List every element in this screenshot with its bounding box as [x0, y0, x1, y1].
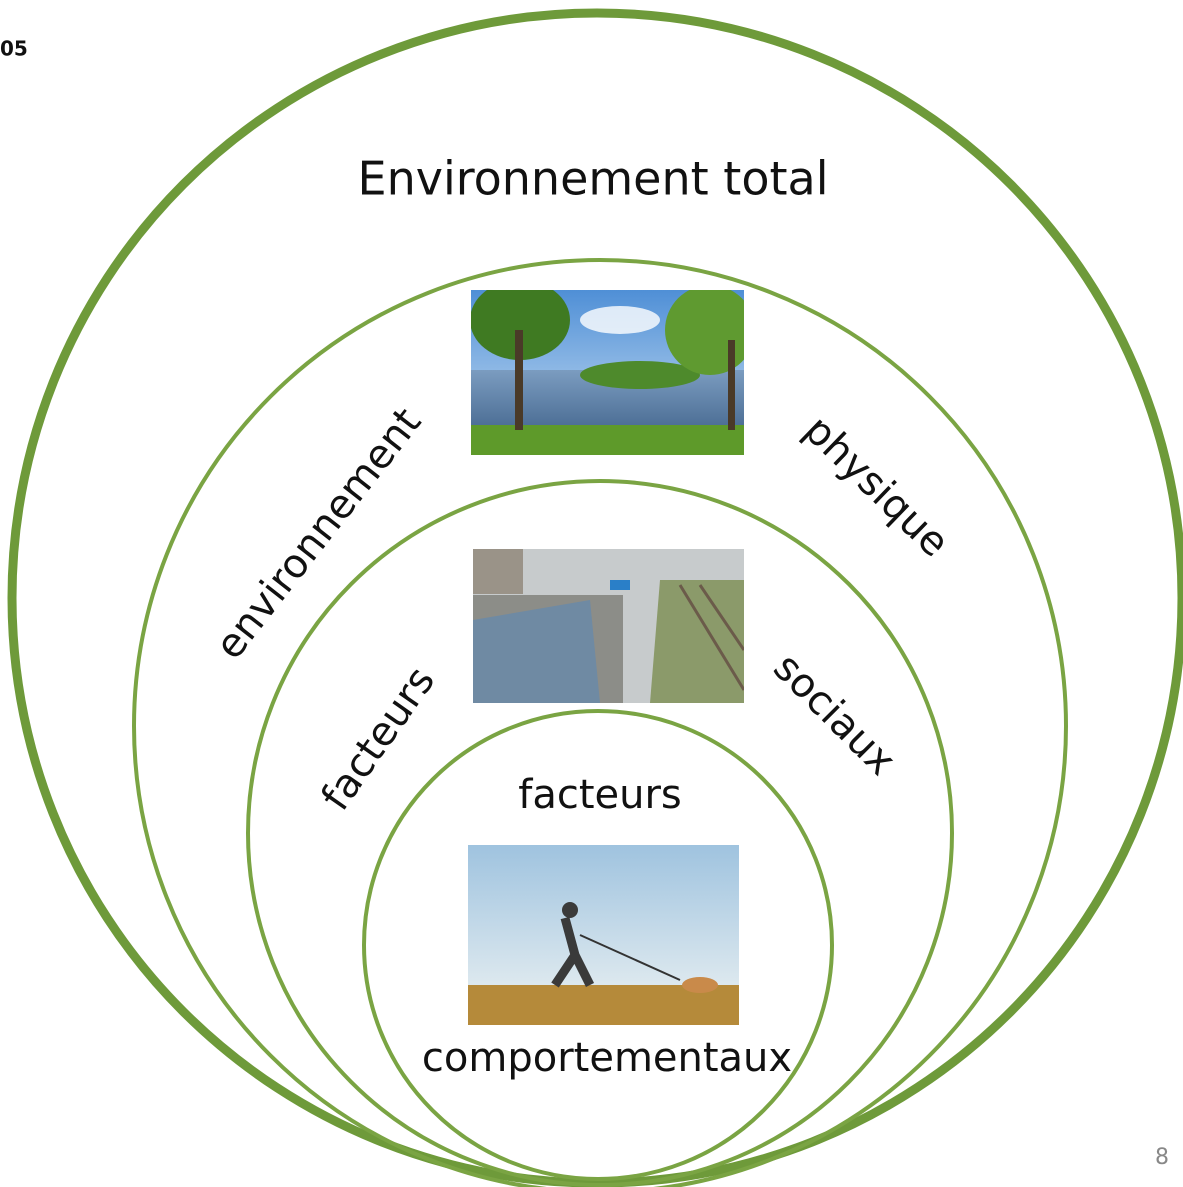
corner-label: 05 [0, 37, 28, 61]
runner-photo [468, 845, 739, 1025]
urban-photo [473, 549, 744, 703]
ring-label: environnement [206, 400, 430, 668]
slide: 05 Environnement total environnement phy… [0, 0, 1183, 1187]
title: Environnement total [358, 152, 829, 206]
page: {"corner_label": "05", "title": "Environ… [0, 0, 1183, 1187]
ring-label: facteurs [313, 659, 444, 819]
ring-label: facteurs [518, 772, 682, 818]
ring-label: physique [795, 407, 958, 566]
page-number: 8 [1155, 1145, 1169, 1170]
ring-label: sociaux [764, 645, 904, 785]
lake-photo [470, 280, 755, 455]
ring-label: comportementaux [422, 1035, 792, 1081]
